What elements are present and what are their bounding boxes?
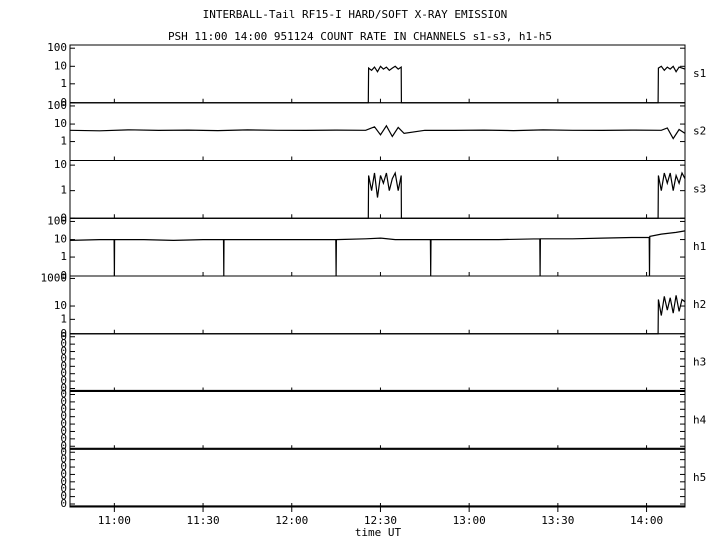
y-tick-label: 0 (60, 96, 67, 109)
y-tick-label: 10 (54, 59, 67, 72)
y-tick-label: 100 (47, 41, 67, 54)
y-tick-label: 0 (60, 445, 67, 458)
series-name: h5 (693, 471, 706, 484)
y-tick-label: 1 (60, 135, 67, 148)
y-tick-label: 10 (54, 233, 67, 246)
y-tick-label: 1 (60, 184, 67, 197)
series-name: h1 (693, 240, 706, 253)
y-tick-label: 0 (60, 453, 67, 466)
x-tick-label: 13:00 (453, 514, 486, 527)
y-tick-label: 0 (60, 367, 67, 380)
y-tick-label: 100 (47, 214, 67, 227)
trace (70, 171, 686, 219)
y-tick-label: 0 (60, 382, 67, 395)
y-tick-label: 1 (60, 77, 67, 90)
y-tick-label: 0 (60, 424, 67, 437)
series-name: s3 (693, 182, 706, 195)
x-tick-label: 14:00 (630, 514, 663, 527)
y-tick-label: 0 (60, 352, 67, 365)
x-axis-label: time UT (355, 526, 402, 539)
y-tick-label: 0 (60, 388, 67, 401)
series-name: h4 (693, 413, 707, 426)
y-tick-label: 1000 (41, 271, 68, 284)
y-tick-label: 0 (60, 337, 67, 350)
x-tick-label: 13:30 (541, 514, 574, 527)
x-tick-label: 12:30 (364, 514, 397, 527)
y-tick-label: 0 (60, 330, 67, 343)
series-name: s2 (693, 125, 706, 138)
y-tick-label: 10 (54, 299, 67, 312)
y-tick-label: 0 (60, 467, 67, 480)
y-tick-label: 0 (60, 497, 67, 510)
panel-frame (69, 448, 686, 508)
y-tick-label: 0 (60, 432, 67, 445)
y-tick-label: 0 (60, 475, 67, 488)
y-tick-label: 100 (47, 99, 67, 112)
chart-title: INTERBALL-Tail RF15-I HARD/SOFT X-RAY EM… (203, 8, 508, 21)
y-tick-label: 0 (60, 490, 67, 503)
x-tick-label: 12:00 (275, 514, 308, 527)
series-name: h2 (693, 298, 706, 311)
y-tick-label: 0 (60, 417, 67, 430)
series-name: h3 (693, 356, 706, 369)
y-tick-label: 0 (60, 460, 67, 473)
y-tick-label: 0 (60, 395, 67, 408)
y-tick-label: 1 (60, 312, 67, 325)
trace (70, 65, 686, 104)
y-tick-label: 10 (54, 117, 67, 130)
y-tick-label: 0 (60, 410, 67, 423)
chart-subtitle: PSH 11:00 14:00 951124 COUNT RATE IN CHA… (168, 30, 552, 43)
y-tick-label: 0 (60, 327, 67, 340)
y-tick-label: 0 (60, 345, 67, 358)
y-tick-label: 0 (60, 374, 67, 387)
trace (69, 230, 686, 277)
y-tick-label: 1 (60, 250, 67, 263)
series-name: s1 (693, 67, 706, 80)
x-tick-label: 11:30 (186, 514, 219, 527)
y-tick-label: 0 (60, 439, 67, 452)
trace (70, 295, 686, 335)
y-tick-label: 0 (60, 402, 67, 415)
y-tick-label: 0 (60, 482, 67, 495)
y-tick-label: 0 (60, 211, 67, 224)
x-tick-label: 11:00 (98, 514, 131, 527)
y-tick-label: 0 (60, 359, 67, 372)
y-tick-label: 10 (54, 158, 67, 171)
y-tick-label: 0 (60, 269, 67, 282)
trace (69, 124, 686, 140)
